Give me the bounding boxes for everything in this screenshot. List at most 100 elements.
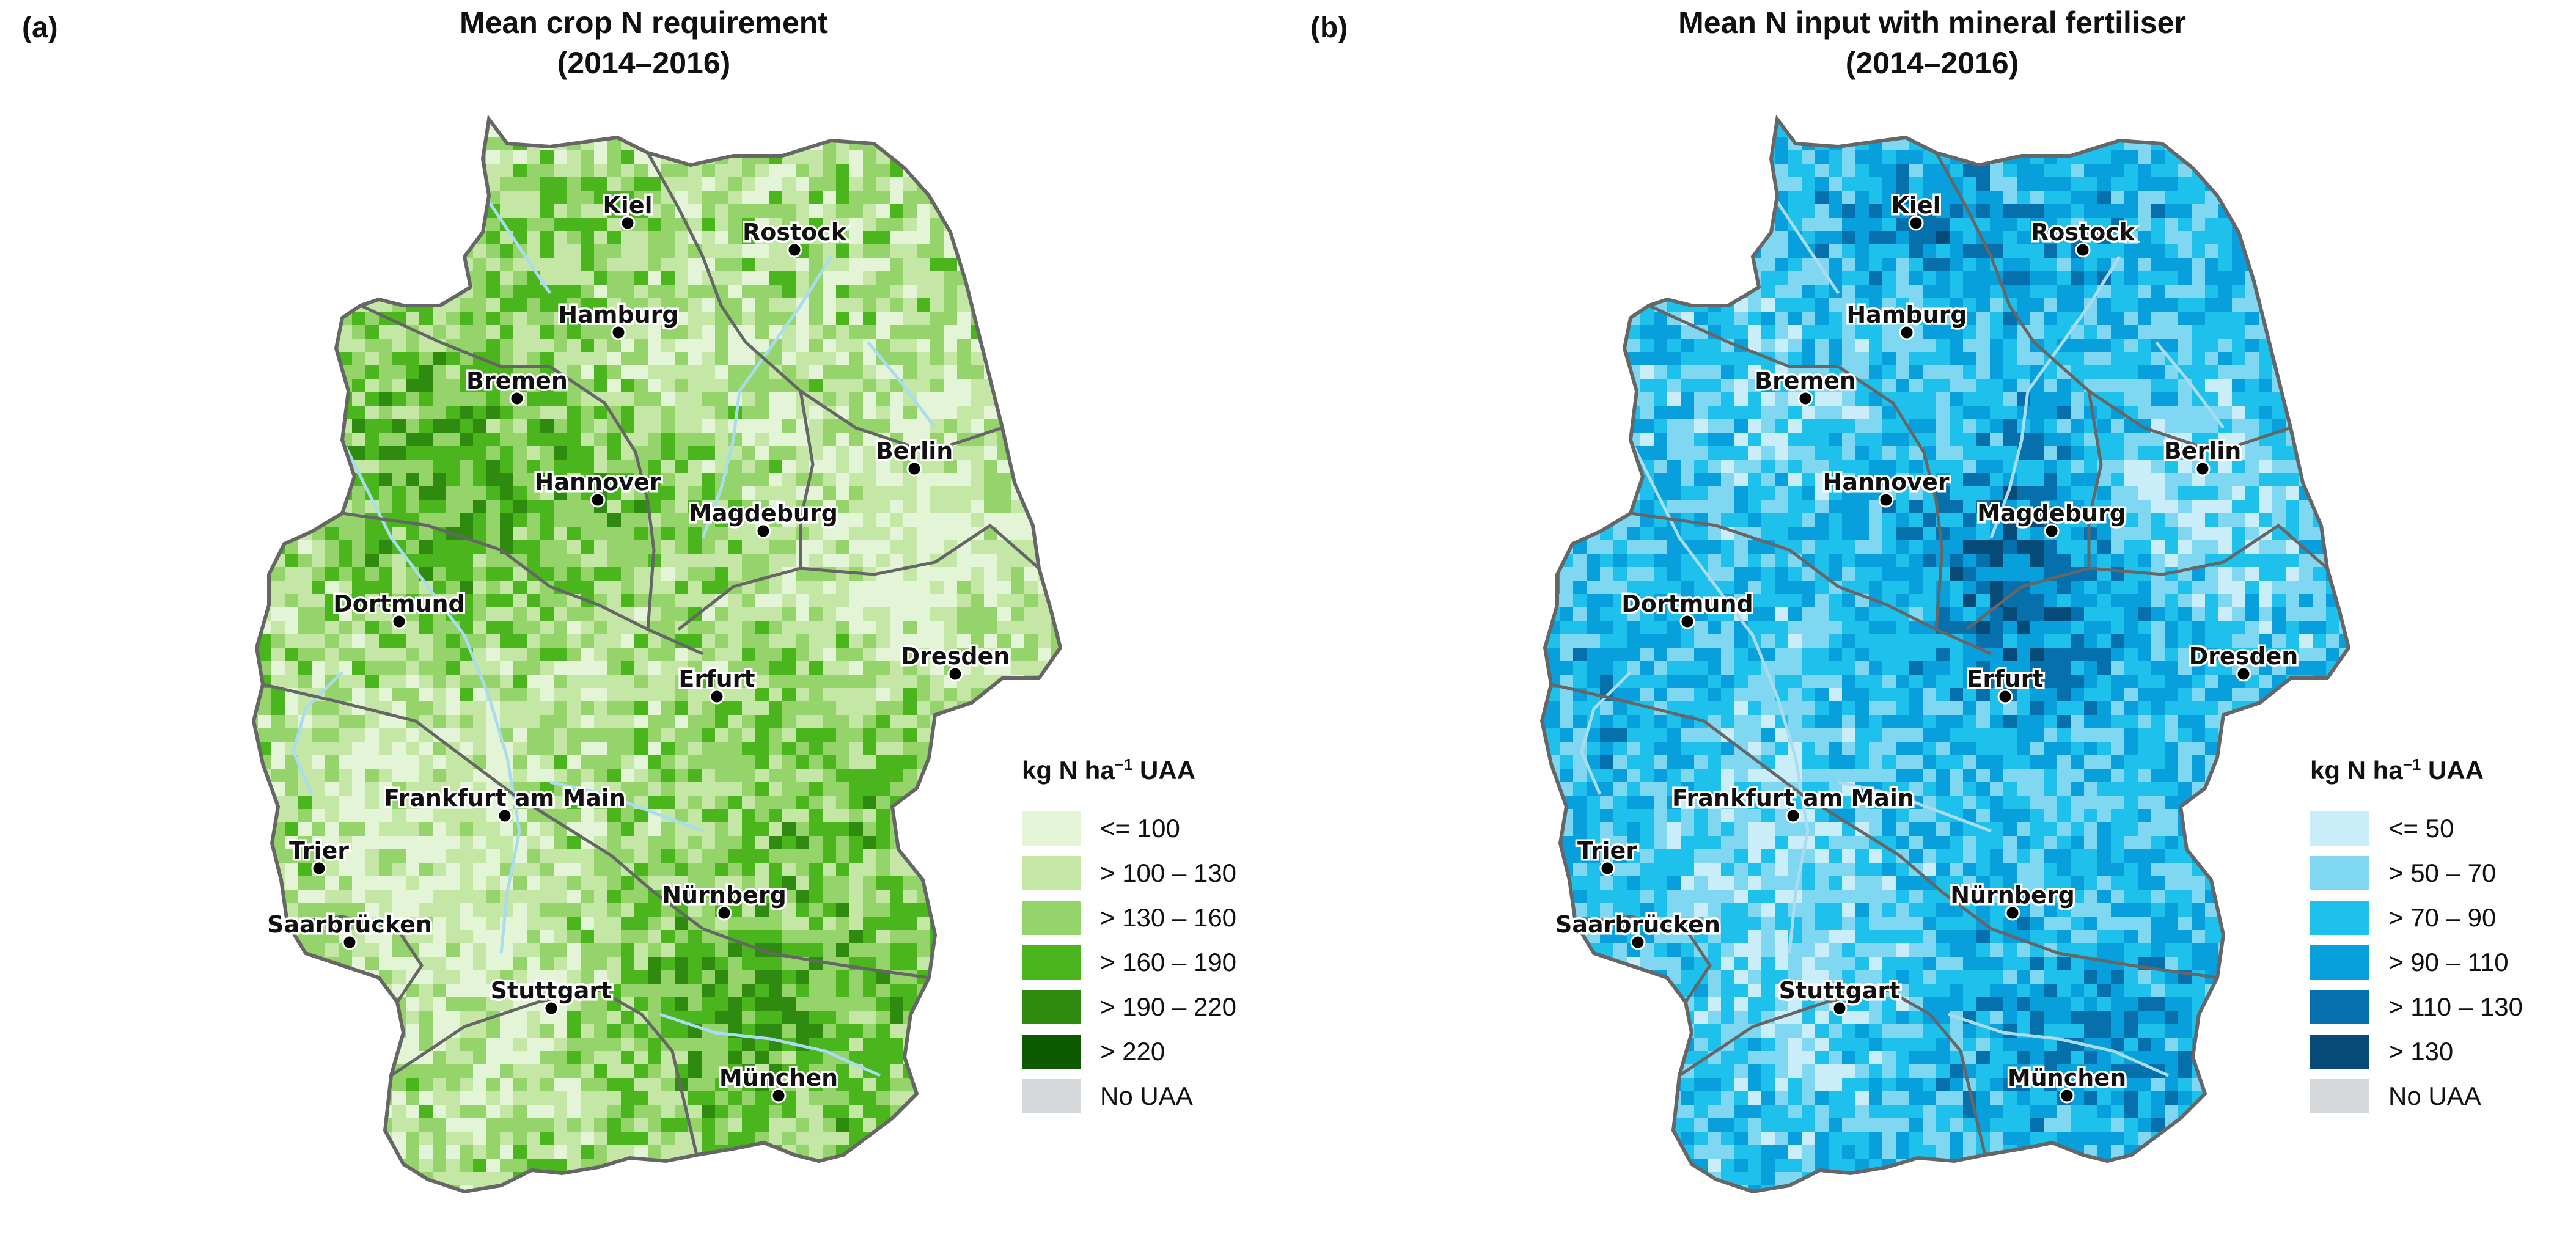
district-cell [540, 177, 554, 191]
district-cell [742, 513, 756, 527]
district-cell [285, 675, 299, 689]
district-cell [634, 715, 648, 729]
district-cell [903, 701, 917, 716]
district-cell [527, 607, 541, 621]
district-cell [325, 567, 339, 581]
district-cell [325, 581, 339, 595]
district-cell [567, 581, 581, 595]
district-cell [607, 701, 622, 716]
district-cell [352, 1078, 366, 1092]
district-cell [849, 177, 864, 191]
district-cell [702, 1038, 716, 1052]
district-cell [527, 755, 541, 769]
district-cell [567, 258, 581, 272]
district-cell [755, 1159, 769, 1173]
district-cell [567, 917, 581, 931]
district-cell [971, 137, 985, 151]
district-cell [298, 1091, 312, 1105]
district-cell [634, 406, 648, 420]
district-cell [930, 661, 944, 675]
district-cell [527, 675, 541, 689]
district-cell [365, 1091, 380, 1105]
district-cell [567, 460, 581, 474]
district-cell [688, 701, 702, 716]
district-cell [917, 728, 931, 742]
district-cell [540, 554, 554, 568]
district-cell [392, 742, 406, 756]
district-cell [984, 150, 998, 164]
district-cell [271, 271, 285, 285]
district-cell [1011, 285, 1025, 299]
district-cell [769, 957, 783, 971]
district-cell [769, 231, 783, 245]
district-cell [379, 661, 393, 675]
district-cell [460, 1064, 474, 1079]
district-cell [957, 755, 971, 769]
district-cell [661, 876, 675, 890]
district-cell [339, 137, 353, 151]
district-cell [742, 876, 756, 890]
district-cell [715, 742, 729, 756]
district-cell [312, 621, 326, 635]
district-cell [836, 661, 850, 675]
district-cell [984, 943, 998, 958]
district-cell [849, 903, 864, 917]
district-cell [984, 285, 998, 299]
district-cell [406, 1011, 420, 1025]
district-cell [527, 164, 541, 178]
district-cell [715, 231, 729, 245]
district-cell [365, 419, 380, 433]
district-cell [540, 258, 554, 272]
district-cell [325, 1051, 339, 1065]
district-cell [728, 325, 743, 339]
district-cell [460, 123, 474, 137]
district-cell [271, 460, 285, 474]
district-cell [742, 365, 756, 379]
district-cell [621, 876, 635, 890]
district-cell [298, 970, 312, 984]
district-cell [581, 204, 595, 218]
district-cell [1011, 191, 1025, 205]
district-cell [379, 594, 393, 608]
district-cell [540, 836, 554, 850]
district-cell [715, 782, 729, 796]
district-cell [809, 634, 823, 648]
district-cell [917, 742, 931, 756]
district-cell [365, 836, 380, 850]
district-cell [715, 607, 729, 621]
district-cell [312, 271, 326, 285]
district-cell [823, 607, 837, 621]
district-cell [715, 970, 729, 984]
district-cell [809, 244, 823, 258]
district-cell [486, 849, 501, 863]
district-cell [917, 1051, 931, 1065]
district-cell [755, 271, 769, 285]
district-cell [661, 769, 675, 783]
district-cell [258, 1172, 272, 1186]
district-cell [944, 943, 958, 958]
district-cell [903, 581, 917, 595]
district-cell [809, 379, 823, 393]
district-cell [513, 957, 527, 971]
district-cell [648, 446, 662, 460]
district-cell [836, 325, 850, 339]
district-cell [971, 379, 985, 393]
district-cell [890, 1064, 904, 1079]
district-cell [473, 392, 487, 406]
district-cell [513, 1011, 527, 1025]
district-cell [594, 1132, 608, 1146]
district-cell [433, 392, 447, 406]
district-cell [1011, 352, 1025, 366]
district-cell [634, 379, 648, 393]
district-cell [782, 554, 796, 568]
district-cell [406, 876, 420, 890]
district-cell [688, 782, 702, 796]
district-cell [554, 204, 568, 218]
district-cell [473, 473, 487, 487]
district-cell [473, 1078, 487, 1092]
district-cell [365, 433, 380, 447]
district-cell [607, 648, 622, 662]
district-cell [917, 1011, 931, 1025]
district-cell [500, 433, 514, 447]
district-cell [567, 298, 581, 312]
